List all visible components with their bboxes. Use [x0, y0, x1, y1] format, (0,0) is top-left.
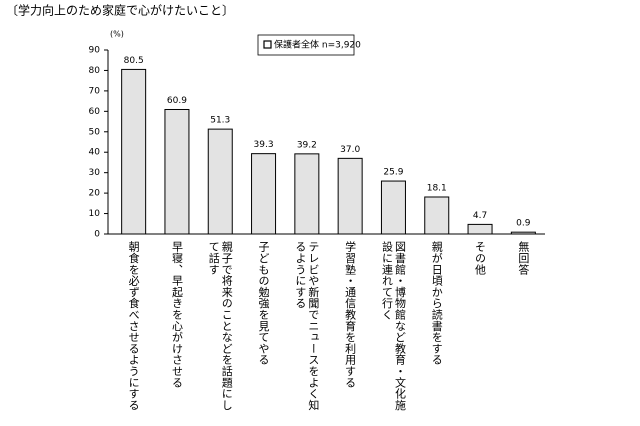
value-label: 25.9: [383, 168, 403, 178]
bar: [121, 68, 147, 235]
y-tick-label: 10: [89, 209, 101, 219]
x-tick-label: 子どもの勉強を見てやる: [257, 241, 271, 366]
x-tick-label: 早寝、早起きを心がけさせる: [170, 241, 184, 388]
x-tick-label: 無回答: [516, 241, 530, 275]
y-tick-label: 70: [89, 86, 101, 96]
value-label: 60.9: [167, 96, 187, 106]
value-label: 18.1: [427, 183, 447, 193]
bar: [380, 180, 406, 235]
x-tick-label: テレビや新聞でニュースをよく知るようにする: [293, 241, 320, 411]
y-tick-label: 50: [89, 127, 101, 137]
bar: [207, 128, 233, 235]
bar: [337, 157, 363, 235]
x-tick-label: その他: [473, 241, 487, 275]
legend-label: 保護者全体 n=3,920: [274, 39, 361, 51]
y-tick-label: 40: [89, 148, 101, 158]
x-tick-label: 親子で将来のことなどを話題にして話す: [207, 241, 234, 411]
bar: [294, 153, 320, 235]
y-tick-label: 90: [89, 46, 101, 56]
bar: [424, 196, 450, 235]
value-label: 51.3: [210, 116, 230, 126]
bar: [251, 153, 277, 235]
unit-label: (%): [110, 30, 124, 39]
legend-box: [257, 34, 355, 56]
bar: [164, 108, 190, 235]
y-tick-label: 30: [89, 168, 101, 178]
legend-swatch: [263, 40, 272, 49]
y-tick-label: 80: [89, 66, 101, 76]
value-label: 39.3: [254, 140, 274, 150]
y-tick-label: 20: [89, 189, 101, 199]
x-tick-label: 図書館・博物館など教育・文化施設に連れて行く: [380, 241, 407, 411]
value-label: 80.5: [124, 56, 144, 66]
y-tick-label: 60: [89, 107, 101, 117]
value-label: 37.0: [340, 145, 360, 155]
bar: [467, 223, 493, 235]
x-tick-label: 朝食を必ず食べさせるようにする: [127, 241, 141, 411]
chart-title: 〔学力向上のため家庭で心がけたいこと〕: [6, 3, 234, 18]
value-label: 0.9: [516, 219, 531, 229]
y-tick-label: 0: [94, 230, 100, 240]
value-label: 39.2: [297, 140, 317, 150]
value-label: 4.7: [473, 211, 487, 221]
x-tick-label: 学習塾・通信教育を利用する: [343, 241, 357, 388]
bar: [510, 231, 536, 235]
x-tick-label: 親が日頃から読書をする: [430, 241, 444, 366]
